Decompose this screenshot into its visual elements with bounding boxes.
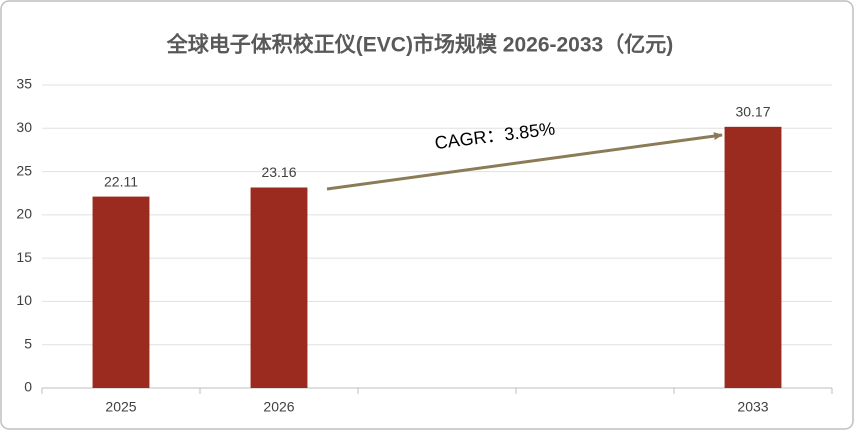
value-label: 22.11: [104, 173, 138, 189]
y-tick-label: 15: [16, 249, 32, 265]
y-tick-label: 25: [16, 162, 32, 178]
cagr-arrow: [326, 132, 723, 191]
y-tick-label: 5: [24, 335, 32, 351]
x-tick-label: 2033: [737, 399, 768, 415]
chart-title: 全球电子体积校正仪(EVC)市场规模 2026-2033（亿元): [166, 33, 673, 57]
x-tick-label: 2026: [263, 399, 294, 415]
y-tick-label: 10: [16, 292, 32, 308]
value-label: 30.17: [735, 104, 770, 120]
y-tick-label: 30: [16, 119, 32, 135]
bar: [724, 126, 782, 389]
value-label: 23.16: [261, 164, 296, 180]
bar: [92, 196, 150, 388]
bar: [250, 187, 308, 388]
y-tick-label: 0: [24, 379, 32, 395]
y-tick-label: 35: [16, 76, 32, 92]
y-tick-label: 20: [16, 206, 32, 222]
x-tick-label: 2025: [105, 399, 136, 415]
